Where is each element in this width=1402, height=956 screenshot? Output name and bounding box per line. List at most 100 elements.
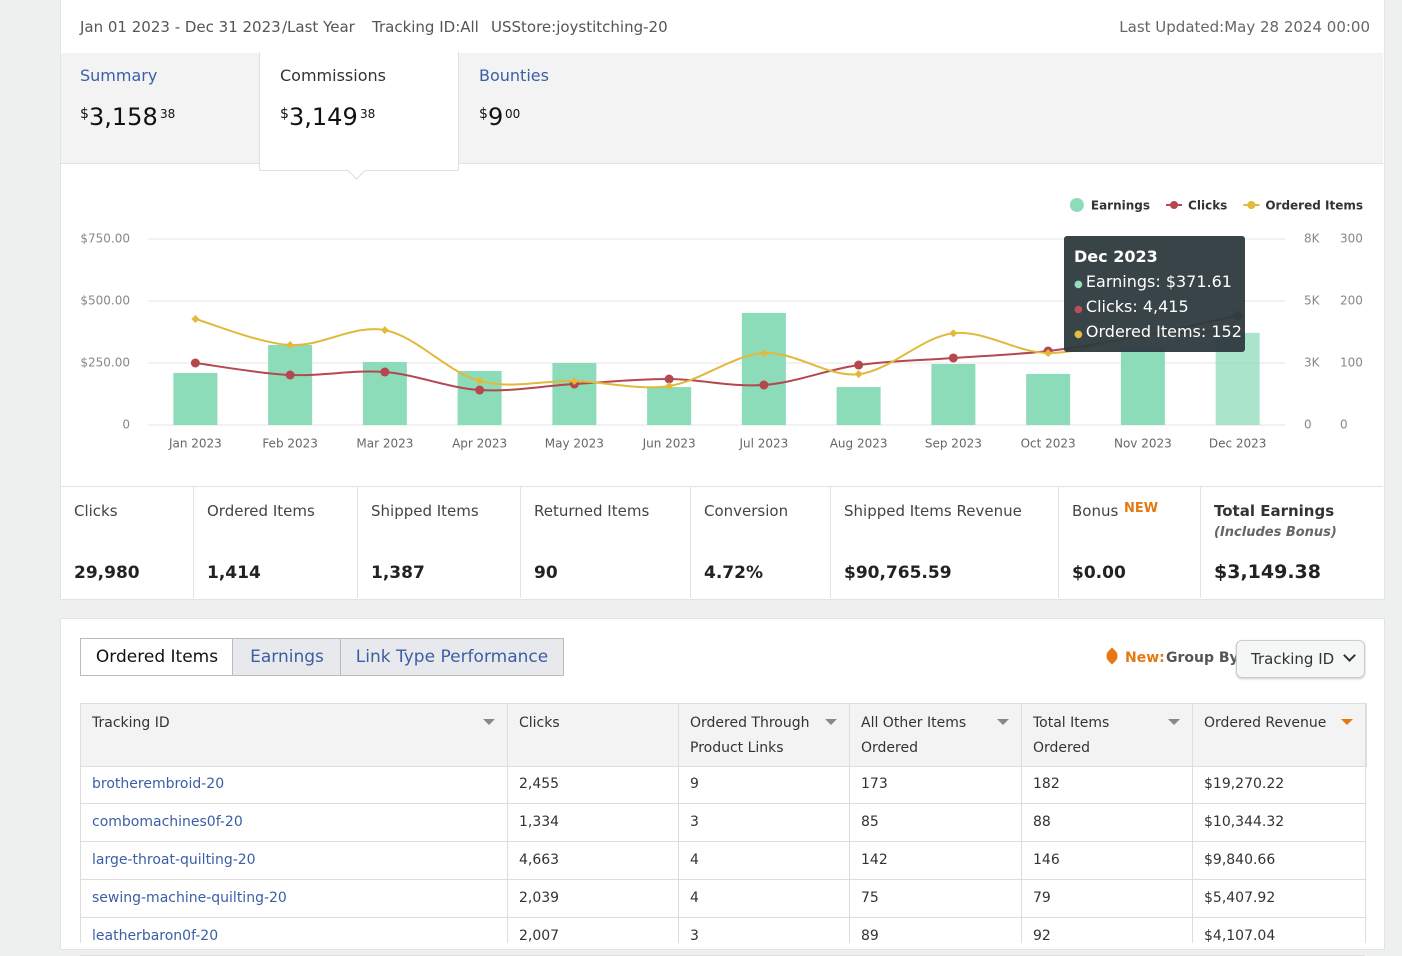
stat-divider: [193, 487, 194, 598]
cell: 92: [1033, 928, 1051, 944]
stat-divider: [830, 487, 831, 598]
report-tab[interactable]: Earnings: [232, 638, 342, 676]
legend-swatch: [1247, 201, 1256, 209]
tracking-filter: Tracking ID:All: [372, 18, 479, 36]
y2-tick-label: 8K: [1304, 232, 1321, 246]
stat-value: 90: [534, 563, 558, 583]
legend-label: Ordered Items: [1265, 199, 1363, 213]
tracking-link[interactable]: brotherembroid-20: [92, 776, 225, 792]
point: [759, 380, 769, 390]
tooltip-text: Ordered Items: 152: [1085, 322, 1242, 341]
cell: 89: [861, 928, 879, 944]
stat-value: 1,414: [207, 563, 261, 583]
y-tick-label: 0: [122, 418, 130, 432]
row-divider: [80, 917, 1365, 918]
point: [854, 370, 863, 379]
tooltip-line: ● Ordered Items: 152: [1074, 322, 1242, 341]
cell: 4: [690, 890, 699, 906]
tracking-link[interactable]: sewing-machine-quilting-20: [92, 890, 287, 906]
column-header[interactable]: Clicks: [519, 715, 560, 731]
stat-label: Ordered Items: [207, 502, 315, 520]
cell: 142: [861, 852, 888, 868]
cell: 3: [690, 928, 699, 944]
cell: 2,007: [519, 928, 560, 944]
point: [759, 349, 768, 358]
stat-label: Clicks: [74, 502, 118, 520]
cell: $5,407.92: [1204, 890, 1276, 906]
report-tab[interactable]: Link Type Performance: [340, 638, 564, 676]
cell: 182: [1033, 776, 1060, 792]
date-range: Jan 01 2023 - Dec 31 2023: [80, 18, 281, 36]
column-header[interactable]: Ordered Through Product Links: [690, 715, 810, 756]
column-header[interactable]: Total Items Ordered: [1033, 715, 1110, 756]
x-tick-label: Apr 2023: [452, 437, 507, 451]
tooltip-line: ● Earnings: $371.61: [1074, 272, 1232, 291]
select-text: Tracking ID: [1251, 650, 1335, 668]
table-header-bg: [80, 703, 1367, 767]
stat-divider: [1058, 487, 1059, 598]
legend-swatch: [1069, 198, 1084, 212]
y3-tick-label: 0: [1340, 418, 1348, 432]
summary-tab-label[interactable]: Summary: [80, 66, 158, 85]
stat-label: Conversion: [704, 502, 789, 520]
tooltip-line: ● Clicks: 4,415: [1074, 297, 1189, 316]
tooltip-text: Clicks: 4,415: [1085, 297, 1189, 316]
cell: 1,334: [519, 814, 560, 830]
group-by-select[interactable]: Tracking ID: [1236, 640, 1365, 678]
y3-tick-label: 100: [1340, 356, 1363, 370]
y3-tick-label: 200: [1340, 294, 1363, 308]
bar: [931, 363, 976, 425]
column-header[interactable]: Ordered Revenue: [1204, 715, 1327, 731]
bar: [741, 312, 786, 425]
cell: 4: [690, 852, 699, 868]
cell: 4,663: [519, 852, 560, 868]
point: [949, 329, 958, 338]
tracking-link[interactable]: leatherbaron0f-20: [92, 928, 219, 944]
cell: 79: [1033, 890, 1051, 906]
stat-divider: [690, 487, 691, 598]
cell: 88: [1033, 814, 1051, 830]
col-divider: [678, 703, 679, 943]
tracking-link[interactable]: combomachines0f-20: [92, 814, 243, 830]
group-by-label: Group By:: [1166, 650, 1245, 666]
column-header[interactable]: All Other Items Ordered: [861, 715, 967, 756]
sort-caret: [825, 719, 837, 725]
point: [380, 326, 389, 335]
store-id: USStore:joystitching-20: [491, 18, 668, 36]
amount: 9: [488, 103, 504, 131]
col-divider: [849, 703, 850, 943]
cents: 00: [505, 107, 521, 121]
x-tick-label: Dec 2023: [1209, 437, 1267, 451]
cell: 85: [861, 814, 879, 830]
select-chevron: [1343, 649, 1356, 662]
summary-tab-label[interactable]: Bounties: [479, 66, 549, 85]
sort-caret: [997, 719, 1009, 725]
cell: 2,039: [519, 890, 560, 906]
cell: 75: [861, 890, 879, 906]
x-tick-label: Mar 2023: [356, 437, 413, 451]
tracking-link[interactable]: large-throat-quilting-20: [92, 852, 256, 868]
bar: [647, 387, 692, 425]
column-header[interactable]: Tracking ID: [92, 715, 170, 731]
bar: [1026, 373, 1071, 425]
cell: 146: [1033, 852, 1060, 868]
point: [285, 370, 295, 380]
y-tick-label: $500.00: [80, 294, 130, 308]
cell: $4,107.04: [1204, 928, 1276, 944]
bar: [173, 372, 218, 425]
x-tick-label: Jan 2023: [168, 437, 222, 451]
stat-value: $0.00: [1072, 563, 1126, 583]
cell: $10,344.32: [1204, 814, 1285, 830]
row-divider: [80, 841, 1365, 842]
summary-tab-label[interactable]: Commissions: [280, 66, 386, 85]
new-label: New:: [1125, 650, 1165, 666]
report-tab[interactable]: Ordered Items: [80, 638, 234, 676]
stat-value: 4.72%: [704, 563, 763, 583]
stat-divider: [357, 487, 358, 598]
stat-divider: [520, 487, 521, 598]
bar: [552, 363, 597, 425]
y2-tick-label: 3K: [1304, 356, 1321, 370]
cell: 9: [690, 776, 699, 792]
point: [1044, 349, 1053, 358]
stat-value: 1,387: [371, 563, 425, 583]
